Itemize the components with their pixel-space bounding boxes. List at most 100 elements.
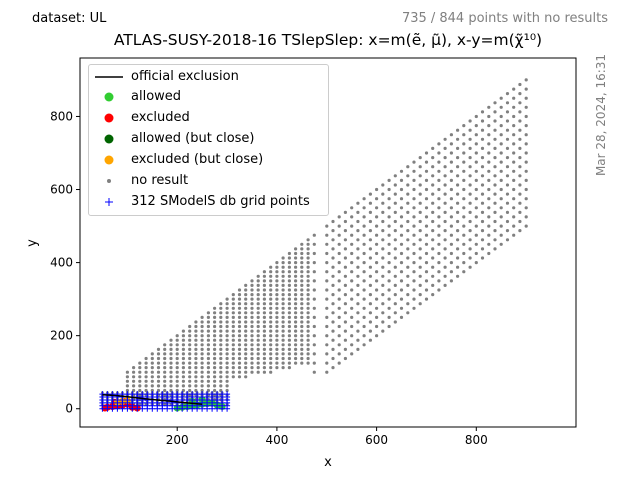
no-result-point: [188, 352, 192, 356]
no-result-point: [175, 338, 179, 342]
no-result-point: [250, 320, 254, 324]
no-result-point: [474, 206, 478, 210]
no-result-point: [368, 247, 372, 251]
no-result-point: [505, 92, 510, 96]
no-result-point: [368, 338, 372, 342]
no-result-point: [393, 283, 397, 287]
no-result-point: [200, 356, 204, 361]
no-result-point: [393, 247, 397, 251]
no-result-point: [449, 160, 453, 164]
no-result-point: [474, 242, 478, 246]
no-result-point: [499, 142, 503, 146]
no-result-point: [462, 169, 466, 173]
x-tick-label: 200: [166, 433, 189, 447]
no-result-point: [456, 128, 460, 132]
no-result-point: [399, 315, 404, 319]
no-result-point: [512, 151, 516, 155]
no-result-point: [269, 270, 273, 274]
no-result-point: [518, 183, 522, 187]
no-result-point: [250, 370, 254, 374]
no-result-point: [138, 370, 142, 374]
no-result-point: [456, 165, 460, 169]
no-result-point: [206, 320, 210, 324]
no-result-point: [250, 283, 254, 287]
no-result-point: [237, 361, 242, 365]
no-result-point: [163, 366, 167, 370]
no-result-point: [306, 356, 310, 361]
no-result-point: [169, 370, 173, 374]
no-result-point: [281, 293, 285, 297]
no-result-point: [456, 156, 460, 160]
no-result-point: [387, 324, 391, 329]
no-result-point: [300, 283, 304, 287]
no-result-point: [518, 137, 522, 141]
y-axis-label: y: [25, 239, 40, 247]
no-result-point: [250, 324, 254, 329]
no-result-point: [287, 347, 291, 351]
no-result-point: [493, 210, 497, 214]
no-result-point: [281, 329, 285, 333]
no-result-point: [437, 261, 441, 265]
no-result-point: [237, 315, 242, 319]
no-result-point: [300, 274, 304, 278]
no-result-point: [387, 297, 391, 301]
no-result-point: [418, 247, 422, 251]
no-result-point: [381, 256, 385, 260]
no-result-point: [418, 165, 422, 169]
no-result-point: [306, 293, 310, 297]
no-result-point: [262, 334, 266, 338]
no-result-point: [175, 379, 179, 383]
no-result-point: [393, 293, 397, 297]
no-result-point: [493, 174, 497, 178]
no-result-point: [262, 338, 266, 342]
no-result-point: [219, 384, 223, 388]
no-result-point: [462, 197, 466, 201]
no-result-point: [331, 265, 335, 269]
no-result-point: [275, 302, 279, 306]
no-result-point: [163, 384, 167, 388]
no-result-point: [275, 270, 279, 274]
no-result-point: [287, 334, 291, 338]
no-result-point: [524, 87, 528, 91]
no-result-point: [306, 261, 310, 265]
no-result-point: [213, 334, 217, 338]
no-result-point: [462, 178, 466, 182]
no-result-point: [256, 366, 260, 370]
no-result-point: [275, 315, 279, 319]
no-result-point: [132, 366, 136, 370]
no-result-point: [325, 315, 329, 319]
no-result-point: [306, 306, 310, 310]
no-result-point: [387, 242, 391, 246]
no-result-point: [512, 187, 516, 192]
no-result-point: [269, 324, 273, 329]
no-result-point: [399, 224, 404, 228]
no-result-point: [306, 329, 310, 333]
no-result-point: [412, 261, 416, 265]
no-result-point: [368, 302, 372, 306]
chart-title: ATLAS-SUSY-2018-16 TSlepSlep: x=m(ẽ, μ̃)…: [113, 31, 543, 49]
no-result-point: [300, 356, 304, 361]
no-result-point: [518, 110, 522, 114]
no-result-point: [194, 334, 198, 338]
no-result-point: [512, 206, 516, 210]
no-result-point: [206, 356, 210, 361]
no-result-point: [312, 352, 316, 356]
no-result-point: [281, 297, 285, 301]
no-result-point: [487, 215, 491, 219]
y-tick-label: 0: [65, 402, 73, 416]
no-result-point: [343, 347, 347, 351]
no-result-point: [250, 329, 254, 333]
no-result-point: [169, 338, 173, 342]
no-result-point: [412, 288, 416, 292]
no-result-point: [256, 356, 260, 361]
no-result-point: [150, 356, 154, 361]
no-result-point: [418, 192, 422, 196]
no-result-point: [306, 265, 310, 269]
no-result-point: [375, 288, 379, 292]
no-result-point: [468, 156, 472, 160]
no-result-point: [237, 302, 242, 306]
legend-item-no-result: no result: [89, 171, 328, 191]
no-result-point: [256, 297, 260, 301]
no-result-point: [480, 146, 485, 150]
no-result-point: [194, 384, 198, 388]
